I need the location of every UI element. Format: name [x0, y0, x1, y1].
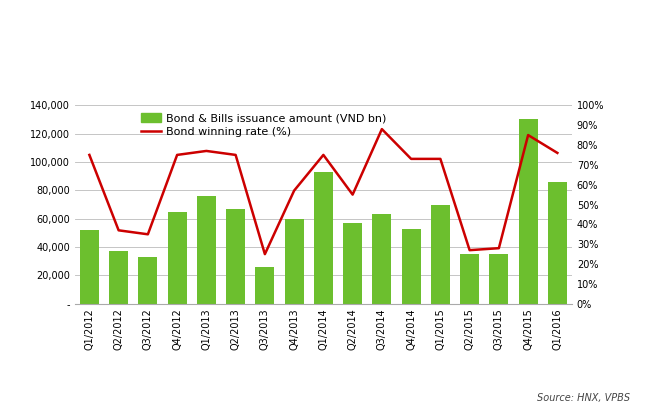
- Bar: [314, 172, 333, 304]
- Legend: Bond & Bills issuance amount (VND bn), Bond winning rate (%): Bond & Bills issuance amount (VND bn), B…: [138, 111, 389, 139]
- Text: Source: HNX, VPBS: Source: HNX, VPBS: [538, 393, 630, 403]
- Bar: [138, 257, 157, 304]
- Bar: [431, 205, 450, 304]
- Bar: [80, 230, 99, 304]
- Bar: [255, 267, 274, 304]
- Bar: [109, 251, 128, 304]
- Bar: [489, 254, 508, 304]
- Bar: [519, 119, 538, 304]
- Bar: [460, 254, 479, 304]
- Text: Quarterly bond & bill issuance amounts and winning rates: Quarterly bond & bill issuance amounts a…: [6, 19, 507, 34]
- Bar: [226, 209, 245, 304]
- Bar: [402, 228, 421, 304]
- Bar: [285, 219, 304, 304]
- Bar: [168, 211, 187, 304]
- Bar: [343, 223, 362, 304]
- Bar: [548, 182, 567, 304]
- Bar: [372, 215, 391, 304]
- Bar: [197, 196, 216, 304]
